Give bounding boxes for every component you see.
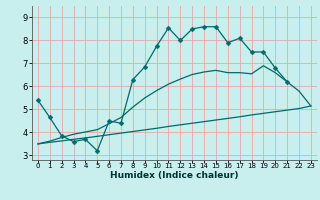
X-axis label: Humidex (Indice chaleur): Humidex (Indice chaleur) (110, 171, 239, 180)
